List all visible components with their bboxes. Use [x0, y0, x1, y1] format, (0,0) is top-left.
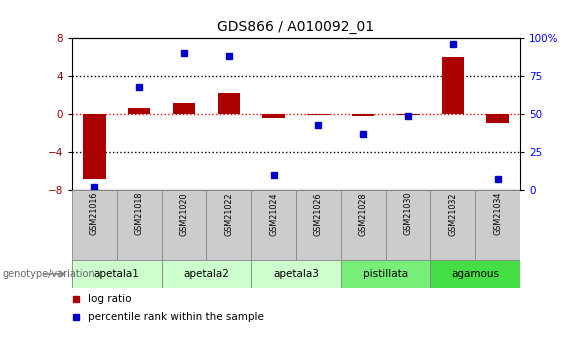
Bar	[218, 93, 240, 114]
Bar	[341, 190, 385, 260]
Bar	[262, 114, 285, 118]
Bar	[431, 260, 520, 288]
Text: GSM21018: GSM21018	[134, 192, 144, 236]
Bar	[442, 57, 464, 114]
Bar	[162, 260, 251, 288]
Bar	[475, 190, 520, 260]
Bar	[251, 190, 296, 260]
Bar	[431, 190, 475, 260]
Text: GSM21032: GSM21032	[448, 192, 457, 236]
Bar	[307, 114, 329, 115]
Bar	[397, 114, 419, 115]
Bar	[296, 190, 341, 260]
Text: genotype/variation: genotype/variation	[3, 269, 95, 279]
Text: apetala2: apetala2	[184, 269, 229, 279]
Text: GSM21026: GSM21026	[314, 192, 323, 236]
Text: GSM21016: GSM21016	[90, 192, 99, 236]
Text: apetala1: apetala1	[94, 269, 140, 279]
Bar	[162, 190, 206, 260]
Bar	[251, 260, 341, 288]
Bar	[83, 114, 106, 179]
Text: GSM21024: GSM21024	[269, 192, 278, 236]
Text: apetala3: apetala3	[273, 269, 319, 279]
Text: pistillata: pistillata	[363, 269, 408, 279]
Bar	[352, 114, 375, 116]
Text: GSM21020: GSM21020	[180, 192, 189, 236]
Text: GSM21022: GSM21022	[224, 192, 233, 236]
Text: agamous: agamous	[451, 269, 499, 279]
Bar	[385, 190, 431, 260]
Bar	[128, 108, 150, 114]
Bar	[117, 190, 162, 260]
Text: percentile rank within the sample: percentile rank within the sample	[88, 312, 263, 322]
Bar	[173, 102, 195, 114]
Title: GDS866 / A010092_01: GDS866 / A010092_01	[218, 20, 375, 34]
Bar	[72, 260, 162, 288]
Text: GSM21030: GSM21030	[403, 192, 412, 236]
Bar	[486, 114, 509, 122]
Bar	[341, 260, 431, 288]
Text: log ratio: log ratio	[88, 294, 131, 304]
Bar	[206, 190, 251, 260]
Bar	[72, 190, 117, 260]
Text: GSM21028: GSM21028	[359, 192, 368, 236]
Text: GSM21034: GSM21034	[493, 192, 502, 236]
